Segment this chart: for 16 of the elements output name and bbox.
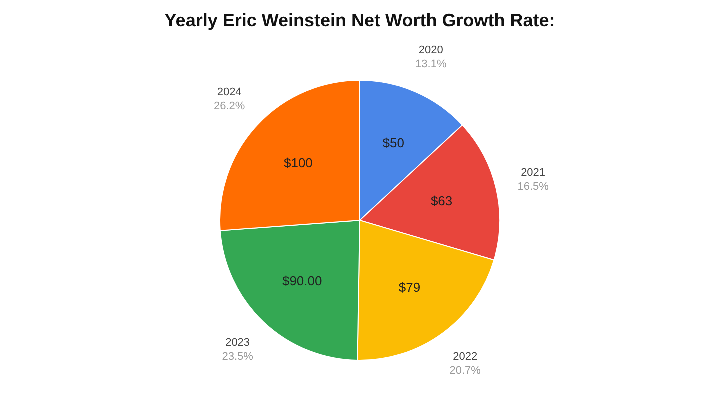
text: 20.7% [450, 364, 482, 377]
slice-label: 2024 [217, 86, 242, 98]
data-label: $63 [430, 193, 453, 208]
data-label: $90.00 [282, 274, 322, 289]
data-label: $100 [284, 155, 313, 170]
text: 23.5% [222, 350, 254, 363]
slice-label: 2023 [226, 336, 250, 349]
data-label: $50 [382, 136, 404, 150]
text: 16.5% [518, 180, 550, 193]
text: 26.2% [214, 100, 246, 112]
slice-label: 2020 [418, 44, 444, 56]
text: 13.1% [416, 58, 447, 70]
chart-title: Yearly Eric Weinstein Net Worth Growth Rate: [164, 10, 556, 30]
slice-label: 2021 [521, 166, 546, 179]
slice-label: 2022 [453, 350, 478, 363]
data-label: $79 [398, 280, 421, 296]
